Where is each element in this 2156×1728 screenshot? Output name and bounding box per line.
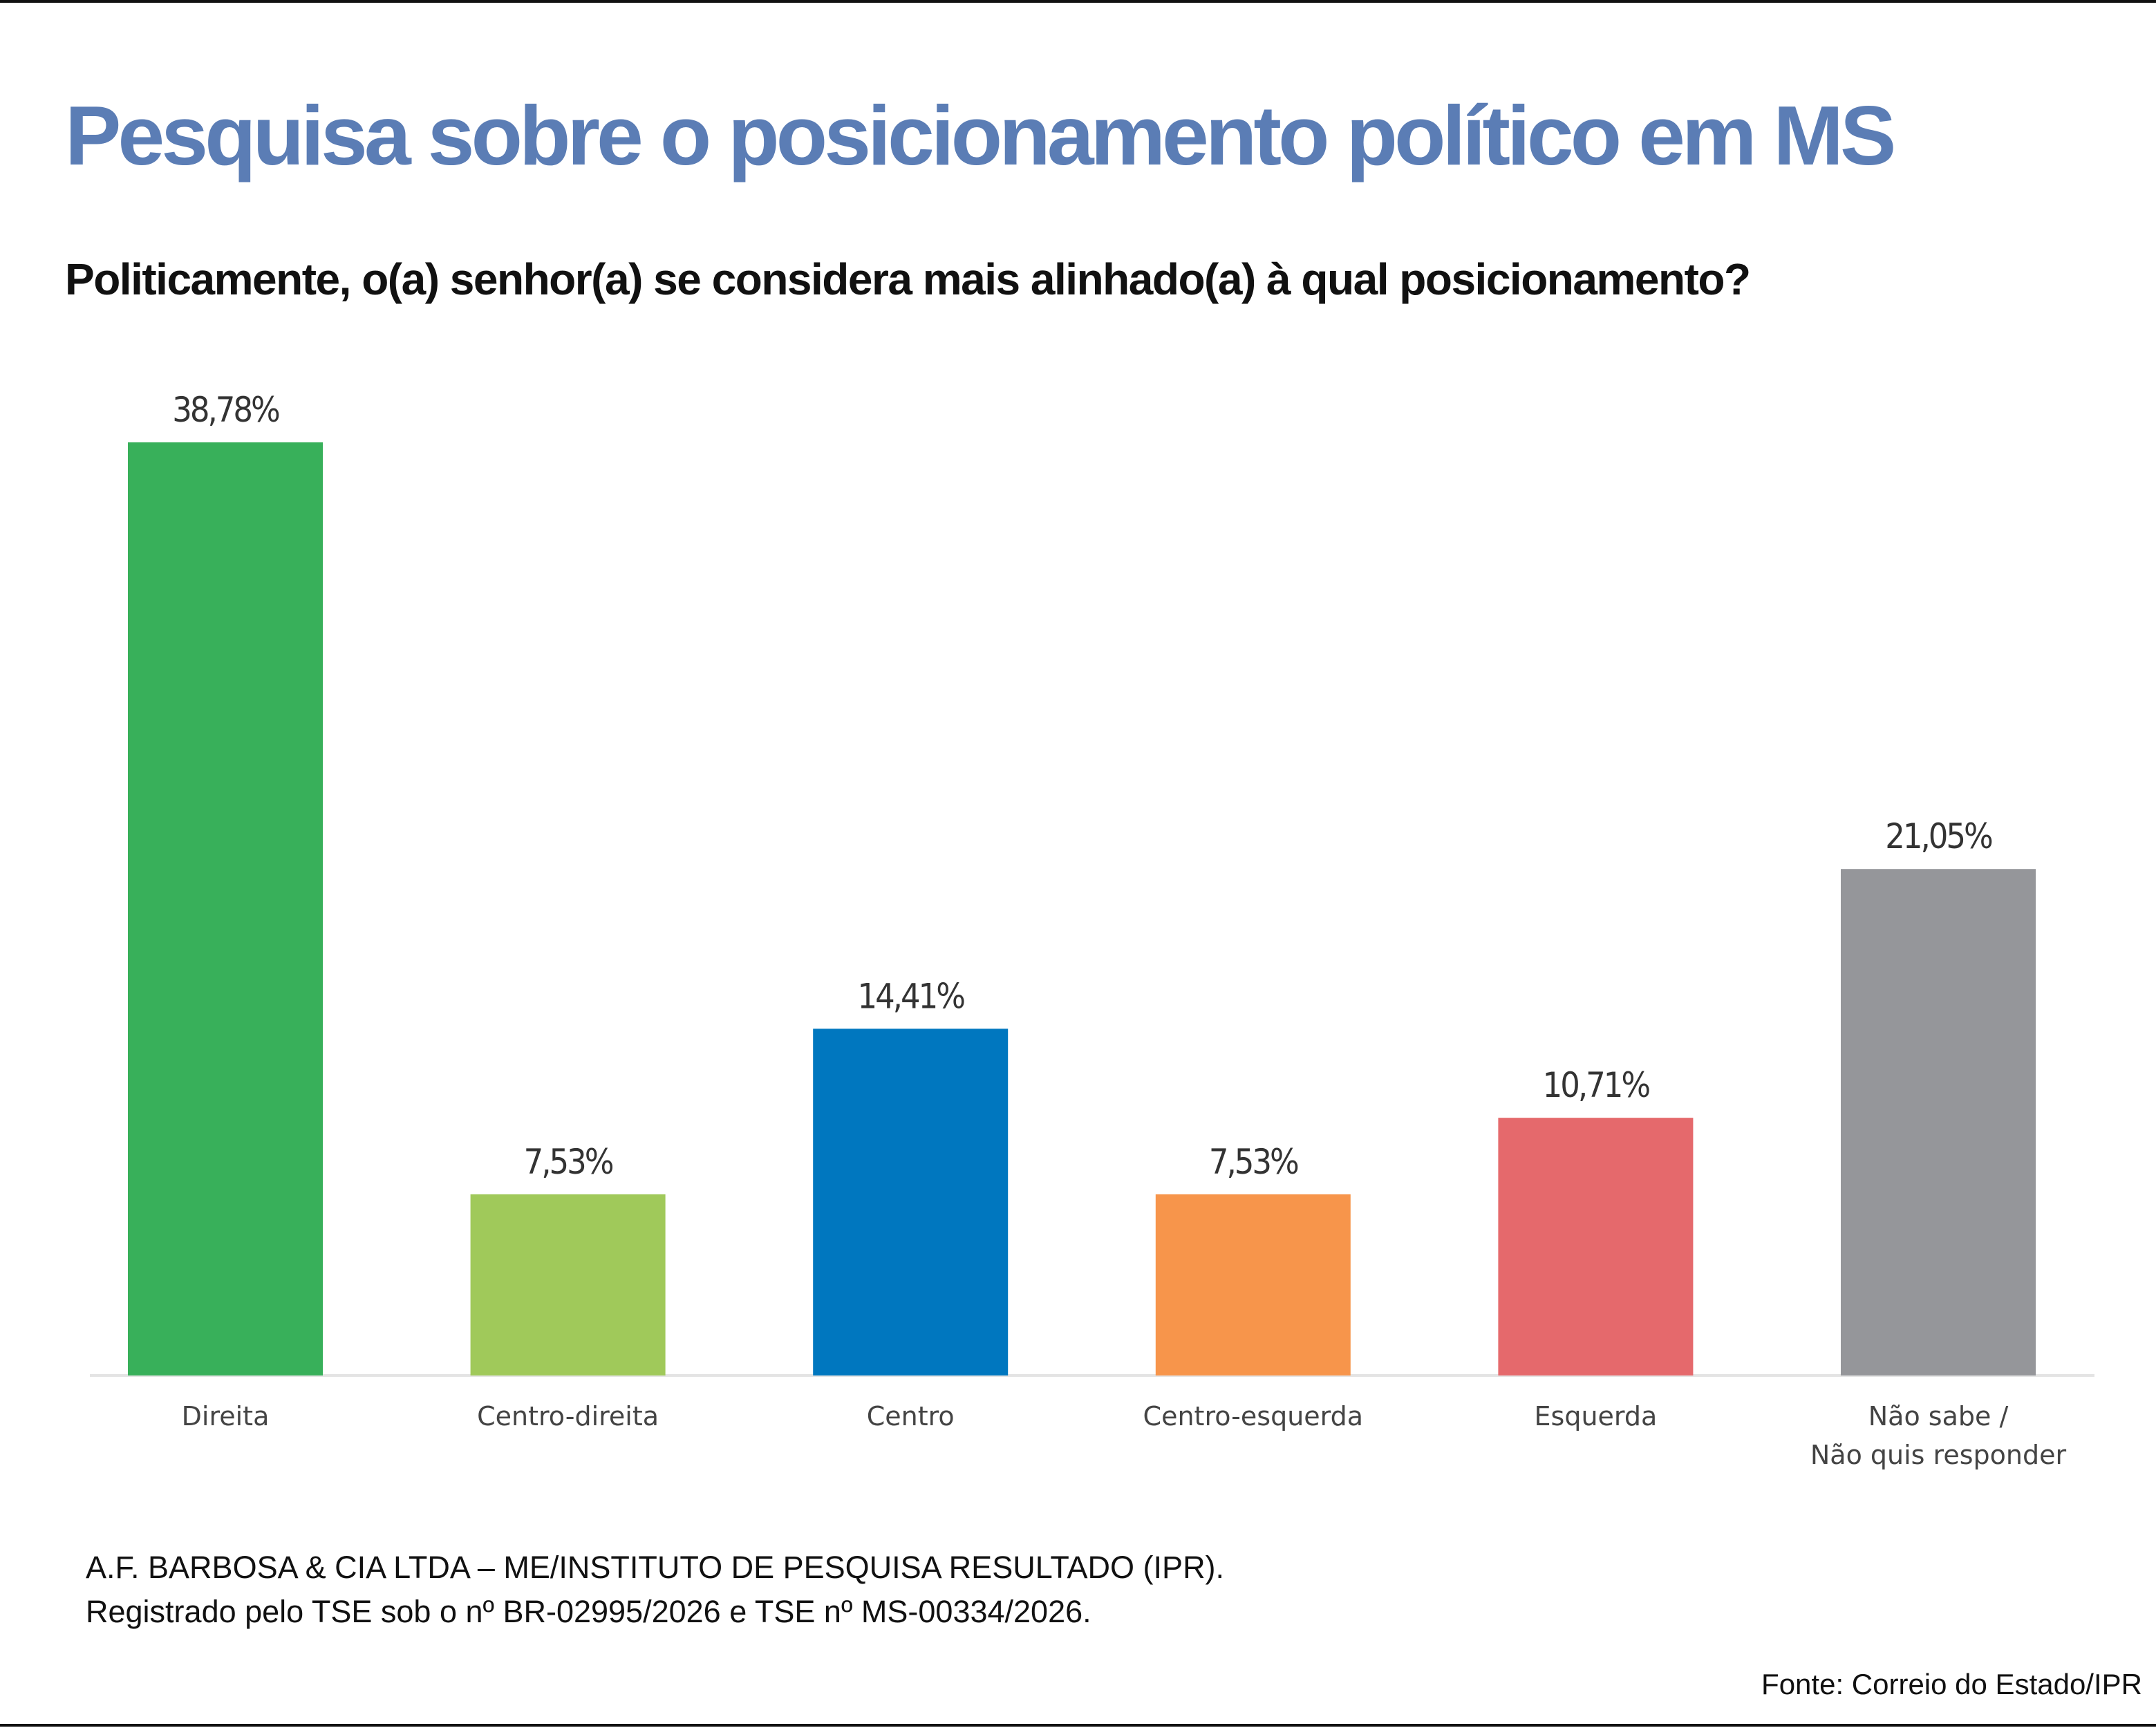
- chart-question: Politicamente, o(a) senhor(a) se conside…: [65, 254, 1751, 304]
- top-rule: [0, 0, 2156, 3]
- category-label-esquerda: Esquerda: [1535, 1401, 1658, 1431]
- note-line-2: Registrado pelo TSE sob o nº BR-02995/20…: [86, 1594, 1091, 1629]
- value-label-centro-direita: 7,53%: [524, 1142, 613, 1182]
- category-label-centro-esquerda: Centro-esquerda: [1143, 1401, 1363, 1431]
- bar-chart: 38,78% Direita 7,53% Centro-direita 14,41% Ce…: [90, 390, 2094, 1470]
- value-label-centro-esquerda: 7,53%: [1209, 1142, 1298, 1182]
- bar-nao-sabe-nao-quis-responder: [1841, 869, 2036, 1375]
- bar-centro-esquerda: [1155, 1194, 1351, 1375]
- value-label-nao-sabe-nao-quis-responder: 21,05%: [1885, 816, 1992, 856]
- bar-esquerda: [1498, 1118, 1694, 1375]
- category-label-centro: Centro: [867, 1401, 955, 1431]
- methodology-note: A.F. BARBOSA & CIA LTDA – ME/INSTITUTO D…: [86, 1546, 1224, 1634]
- value-label-centro: 14,41%: [857, 976, 964, 1016]
- category-label-centro-direita: Centro-direita: [477, 1401, 659, 1431]
- category-label-direita: Direita: [182, 1401, 270, 1431]
- source-credit: Fonte: Correio do Estado/IPR: [1761, 1668, 2142, 1700]
- bar-centro: [813, 1029, 1009, 1375]
- note-line-1: A.F. BARBOSA & CIA LTDA – ME/INSTITUTO D…: [86, 1550, 1225, 1585]
- chart-title: Pesquisa sobre o posicionamento político…: [65, 88, 1896, 182]
- bar-centro-direita: [470, 1194, 666, 1375]
- value-label-direita: 38,78%: [172, 390, 279, 430]
- bar-direita: [128, 442, 323, 1375]
- category-label-nao-sabe-nao-quis-responder: Não sabe / Não quis responder: [1810, 1401, 2067, 1470]
- value-label-esquerda: 10,71%: [1543, 1065, 1650, 1105]
- bottom-rule: [0, 1724, 2156, 1727]
